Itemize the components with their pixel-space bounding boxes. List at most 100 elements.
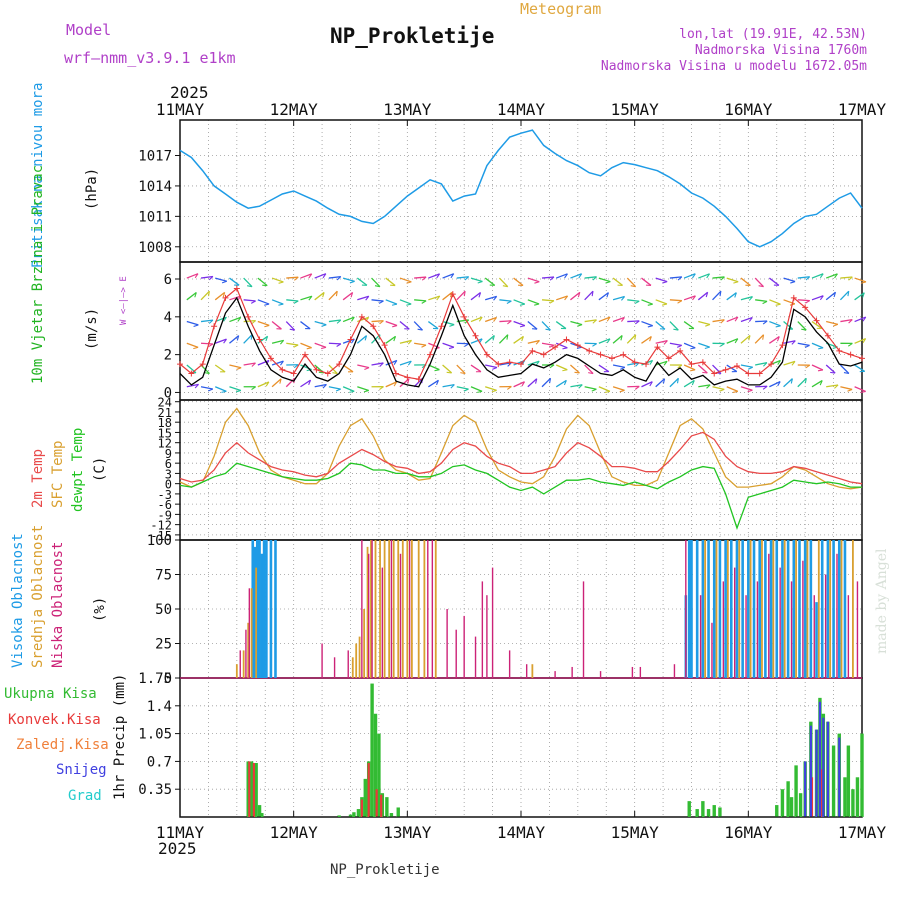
wind-gust-marker <box>415 376 422 383</box>
wind-barb <box>357 364 370 369</box>
y-tick-label: 18 <box>158 416 172 430</box>
wind-gust-marker <box>336 361 343 368</box>
wind-barb <box>527 321 538 330</box>
wind-gust-marker <box>540 351 547 358</box>
wind-barb-head <box>278 303 284 306</box>
precip-bar-total <box>846 745 851 817</box>
wind-barb-head <box>293 344 299 348</box>
wind-barb-head <box>308 379 312 386</box>
wind-barb <box>456 364 466 375</box>
y-tick-label: 2 <box>164 348 172 364</box>
wind-barb <box>499 320 512 323</box>
y-tick-label: 1017 <box>138 149 172 165</box>
wind-barb <box>811 273 824 279</box>
wind-barb-head <box>817 369 824 372</box>
wind-barb-head <box>577 292 581 298</box>
precip-bar-total <box>373 713 378 817</box>
wind-barb-head <box>506 300 512 304</box>
wind-barb <box>769 320 781 327</box>
wind-barb-head <box>592 343 597 347</box>
wind-barb-head <box>450 273 455 279</box>
wind-barb <box>655 378 666 388</box>
wind-barb-head <box>549 344 555 348</box>
precip-bar-total <box>712 805 716 817</box>
wind-barb-head <box>379 386 384 390</box>
wind-barb <box>314 291 325 301</box>
precip-bar-snow <box>815 729 818 817</box>
wind-barb-head <box>762 334 765 340</box>
wind-barb-head <box>477 280 483 284</box>
wind-barb-head <box>861 281 867 284</box>
wind-barb <box>200 386 213 390</box>
wind-barb-head <box>834 384 839 389</box>
wind-barb <box>584 276 597 279</box>
x-tick-label-bottom: 11MAY <box>156 823 205 842</box>
wind-ylabel: 10m Vjetar Brzina i Pravac <box>30 165 46 384</box>
wind-barb <box>485 364 498 369</box>
wind-barb <box>485 295 497 301</box>
wind-barb <box>257 381 270 388</box>
wind-barb-head <box>351 316 355 322</box>
t2m-line <box>179 431 863 485</box>
wind-barb <box>726 316 739 323</box>
precip-bar-total <box>695 809 699 817</box>
wind-barb <box>342 277 355 283</box>
wind-barb-head <box>521 336 524 342</box>
wind-barb <box>570 364 580 374</box>
wind-barb <box>825 364 836 374</box>
wind-barb <box>698 342 710 348</box>
wind-barb <box>584 290 594 301</box>
precip-bar-conv <box>360 799 363 817</box>
wind-barb <box>470 338 483 344</box>
wind-barb-head <box>847 388 853 392</box>
wind-barb <box>356 335 367 344</box>
wind-gust-marker <box>824 332 831 339</box>
wind-barb-head <box>574 371 580 374</box>
wind-barb-head <box>848 319 853 324</box>
wind-barb-head <box>818 347 824 350</box>
wind-barb <box>286 276 299 279</box>
wind-gust-marker <box>188 370 195 377</box>
wind-barb-head <box>236 335 240 341</box>
wind-gust-marker <box>324 370 331 377</box>
wind-barb-head <box>562 347 568 350</box>
wind-barb <box>513 381 525 388</box>
precip-bar-snow <box>826 721 829 817</box>
wind-barb-head <box>620 296 626 301</box>
wind-barb-head <box>393 336 397 342</box>
wind-barb <box>555 364 568 371</box>
wind-barb-head <box>673 328 679 331</box>
precip-bar-total <box>798 793 803 817</box>
x-tick-label-bottom: 15MAY <box>611 823 660 842</box>
wind-barb <box>683 273 696 279</box>
wind-barb <box>200 275 214 279</box>
wind-gust-marker <box>302 351 309 358</box>
wind-barb-head <box>208 343 214 348</box>
wind-barb <box>385 320 398 327</box>
wind-barb <box>541 321 551 331</box>
wind-barb-head <box>690 369 696 372</box>
wind-barb-head <box>379 362 384 367</box>
wind-barb <box>442 273 454 279</box>
wind-barb-head <box>620 317 625 322</box>
wind-barb-head <box>733 281 739 284</box>
wind-barb-head <box>251 362 256 367</box>
wind-barb <box>527 299 540 305</box>
wind-gust-marker <box>768 361 775 368</box>
wind-barb <box>470 292 481 301</box>
precip-bar-total <box>701 801 705 817</box>
plot-area: 10081011101410170246-15-12-9-6-303691215… <box>138 100 886 842</box>
precip-bar-total <box>855 777 860 817</box>
wind-gust-marker <box>370 323 377 330</box>
wind-barb <box>498 277 509 288</box>
wind-barb-head <box>804 344 810 348</box>
wind-barb <box>697 291 709 301</box>
precip-bar-total <box>786 781 790 817</box>
precip-bar-total <box>254 762 258 817</box>
wind-barb-head <box>762 300 768 305</box>
wind-barb-head <box>706 384 711 389</box>
wind-barb-head <box>588 372 594 375</box>
wind-barb <box>527 360 540 366</box>
wind-barb <box>285 321 296 331</box>
wind-gust-marker <box>222 294 229 301</box>
